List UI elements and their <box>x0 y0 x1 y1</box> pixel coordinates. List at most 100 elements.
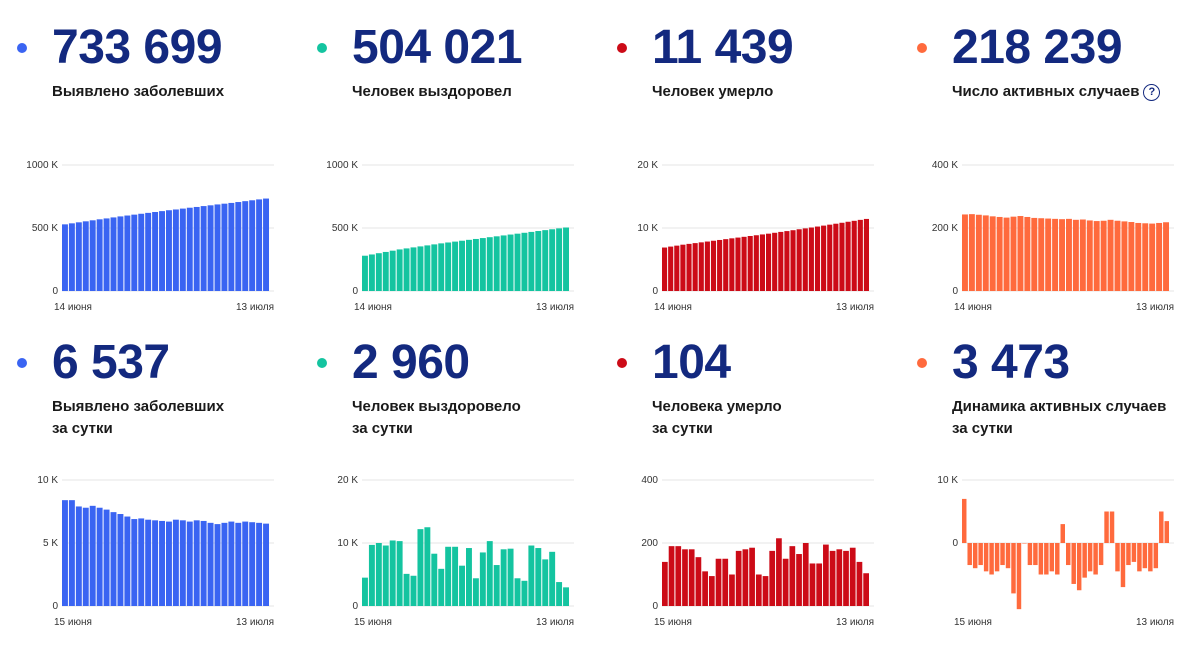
bar <box>1100 220 1107 291</box>
bar <box>68 223 75 291</box>
bar <box>735 550 742 607</box>
x-end-label: 13 июля <box>236 617 274 628</box>
bar <box>695 557 702 606</box>
bar <box>172 209 179 291</box>
bar <box>1003 217 1010 291</box>
y-tick-label: 0 <box>952 286 958 297</box>
bar <box>1045 218 1052 291</box>
bar <box>152 212 159 291</box>
bar <box>493 565 500 606</box>
bar <box>382 545 389 606</box>
bar <box>424 527 431 606</box>
stat-label: Человек умерло <box>652 81 887 103</box>
bar <box>851 220 857 291</box>
bar <box>1115 543 1120 572</box>
bar <box>117 216 124 291</box>
bar <box>1027 543 1033 566</box>
stat-label: Выявлено заболевших <box>52 81 287 103</box>
y-tick-label: 400 <box>641 475 658 486</box>
bar <box>207 205 214 291</box>
bar <box>410 575 417 606</box>
bar <box>962 498 967 543</box>
bar <box>698 242 704 291</box>
bar-chart: 0 200 400 15 июня 13 июля <box>641 475 874 628</box>
bar <box>417 246 424 291</box>
bar <box>424 245 431 291</box>
bar <box>686 243 692 291</box>
help-icon[interactable]: ? <box>1143 84 1161 101</box>
bar-chart: 0 10 K 20 K 14 июня 13 июля <box>637 160 874 313</box>
bar <box>242 521 249 606</box>
bar <box>117 514 124 606</box>
bar <box>1098 543 1104 566</box>
bar <box>982 215 989 291</box>
bar <box>96 507 103 606</box>
x-start-label: 14 июня <box>954 302 992 313</box>
stat-label: Человек выздоровело за сутки <box>352 396 587 440</box>
bar <box>166 521 172 606</box>
series-dot-icon <box>17 358 27 368</box>
stat-label-line1: Человек выздоровело <box>352 398 521 415</box>
bar <box>75 506 82 606</box>
bar <box>556 228 563 291</box>
y-tick-label: 1000 K <box>326 160 358 171</box>
bar <box>452 546 459 606</box>
bar <box>166 210 172 291</box>
bar-chart: 0 200 K 400 K 14 июня 13 июля <box>932 160 1174 313</box>
bar <box>1149 223 1156 291</box>
bar <box>749 547 755 606</box>
bar <box>802 228 808 291</box>
bar <box>680 244 686 291</box>
y-tick-label: 10 K <box>337 538 358 549</box>
stat-label: Человека умерло за сутки <box>652 396 887 440</box>
y-tick-label: 500 K <box>32 223 58 234</box>
bar <box>962 214 968 291</box>
bar <box>82 507 89 606</box>
bar <box>814 226 821 291</box>
bar <box>829 550 836 607</box>
bar <box>103 509 110 606</box>
y-tick-label: 1000 K <box>26 160 58 171</box>
stat-label-line1: Выявлено заболевших <box>52 83 225 100</box>
bar <box>796 554 802 606</box>
stat-label-line2: за сутки <box>652 420 713 437</box>
bar <box>514 233 521 291</box>
bar <box>514 578 521 606</box>
y-tick-label: 0 <box>52 601 58 612</box>
bar <box>431 553 438 606</box>
bar <box>535 231 542 291</box>
bar <box>82 221 89 291</box>
bar <box>682 549 688 606</box>
bar <box>375 253 382 291</box>
stat-value: 3 473 <box>952 336 1070 389</box>
bar <box>556 582 563 606</box>
bar <box>563 587 569 606</box>
bar <box>535 548 542 606</box>
bar <box>368 544 375 606</box>
bar <box>1128 222 1135 291</box>
bar <box>1072 219 1079 291</box>
bar <box>1126 543 1131 566</box>
bar <box>839 222 845 291</box>
bar <box>472 238 479 291</box>
bar <box>159 211 165 291</box>
bar <box>816 563 823 606</box>
bar <box>972 543 978 569</box>
y-tick-label: 0 <box>952 538 958 549</box>
bar <box>1044 543 1049 575</box>
bar <box>375 543 382 606</box>
bar <box>200 520 207 606</box>
stat-label-line1: Человек выздоровел <box>352 83 512 100</box>
bar <box>975 214 982 291</box>
bar <box>796 229 802 291</box>
stat-value: 11 439 <box>652 21 794 74</box>
stat-label: Динамика активных случаев за сутки <box>952 396 1187 440</box>
stat-label-line1: Выявлено заболевших <box>52 398 225 415</box>
bar <box>68 500 75 606</box>
bar <box>62 500 68 606</box>
bar <box>431 244 438 291</box>
bar <box>459 240 465 291</box>
stat-label-line1: Человек умерло <box>652 83 774 100</box>
stat-value: 2 960 <box>352 336 470 389</box>
bar <box>1055 543 1060 575</box>
